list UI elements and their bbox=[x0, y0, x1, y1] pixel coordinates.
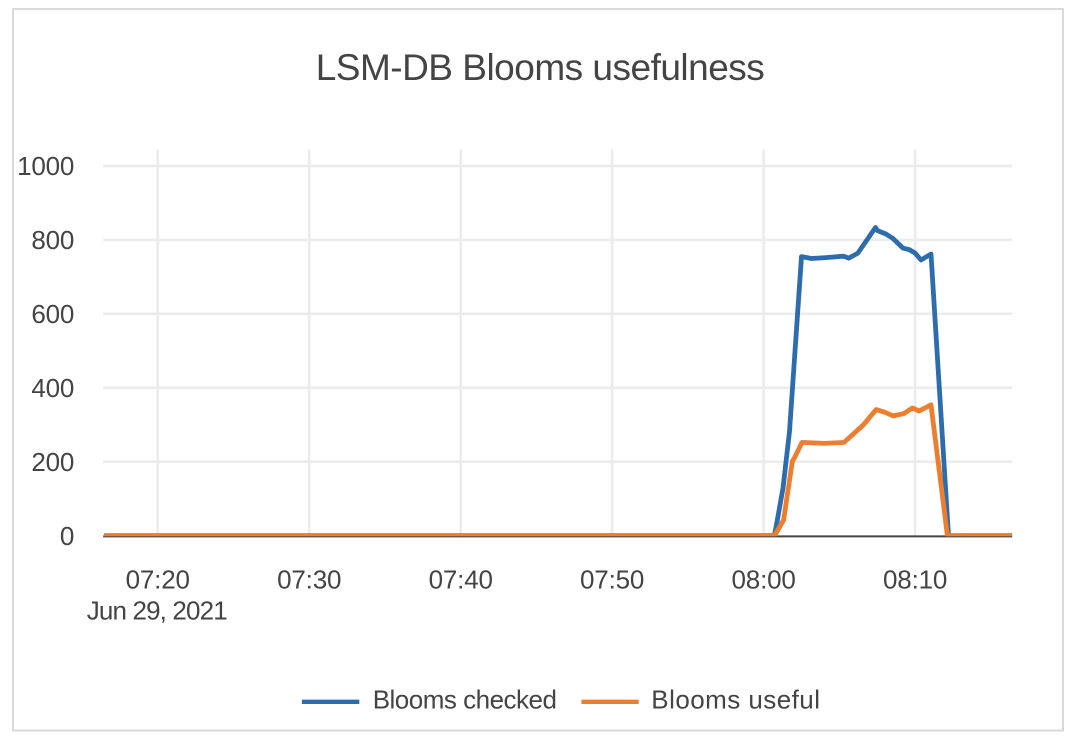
svg-text:600: 600 bbox=[31, 299, 74, 329]
svg-text:07:30: 07:30 bbox=[277, 565, 341, 595]
svg-text:800: 800 bbox=[31, 225, 74, 255]
svg-text:07:20: 07:20 bbox=[126, 565, 190, 595]
svg-text:08:00: 08:00 bbox=[732, 565, 796, 595]
svg-text:Jun 29, 2021: Jun 29, 2021 bbox=[87, 596, 228, 626]
svg-text:LSM-DB Blooms usefulness: LSM-DB Blooms usefulness bbox=[316, 47, 765, 88]
svg-text:400: 400 bbox=[31, 373, 74, 403]
svg-text:1000: 1000 bbox=[17, 151, 74, 181]
svg-text:07:40: 07:40 bbox=[429, 565, 493, 595]
svg-text:0: 0 bbox=[60, 521, 74, 551]
svg-text:200: 200 bbox=[31, 447, 74, 477]
svg-text:Blooms useful: Blooms useful bbox=[651, 685, 820, 715]
svg-text:Blooms checked: Blooms checked bbox=[373, 685, 557, 715]
svg-text:07:50: 07:50 bbox=[580, 565, 644, 595]
svg-text:08:10: 08:10 bbox=[883, 565, 947, 595]
